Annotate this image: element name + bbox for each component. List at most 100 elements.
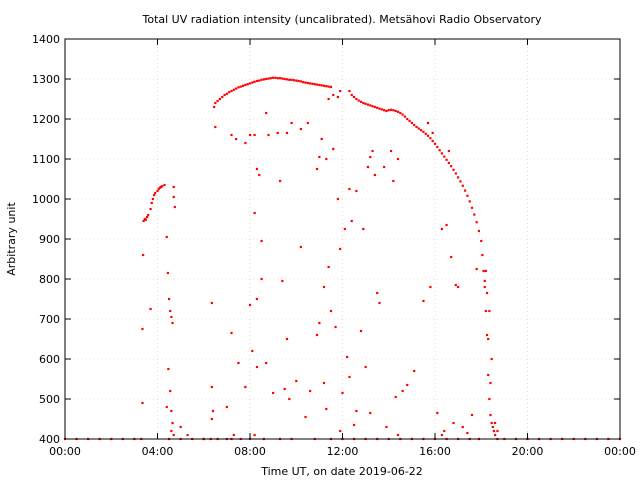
data-point	[413, 123, 416, 127]
y-tick-label: 1000	[32, 193, 60, 206]
data-point	[399, 111, 402, 115]
y-tick-label: 800	[39, 273, 60, 286]
data-point	[488, 309, 491, 313]
data-point	[473, 213, 476, 216]
data-point	[171, 421, 174, 425]
data-point	[225, 405, 228, 409]
data-point	[149, 307, 152, 311]
data-point	[383, 109, 386, 112]
data-point	[225, 92, 228, 95]
data-point	[336, 197, 339, 201]
data-point	[267, 133, 270, 137]
data-point	[477, 229, 481, 233]
data-point	[447, 161, 450, 165]
data-point	[369, 155, 372, 159]
data-point	[281, 279, 284, 283]
data-point	[385, 425, 388, 429]
data-point	[355, 97, 358, 101]
data-point	[339, 89, 342, 93]
data-point	[159, 185, 163, 189]
data-point	[417, 127, 420, 130]
y-tick-label: 700	[39, 313, 60, 326]
data-point	[491, 425, 494, 429]
data-point	[431, 139, 434, 143]
data-point	[470, 413, 474, 417]
data-point	[304, 81, 307, 84]
data-point	[447, 149, 450, 153]
data-point	[241, 84, 245, 87]
data-point	[179, 425, 182, 429]
data-point	[290, 78, 293, 81]
data-point	[403, 115, 407, 118]
data-point	[149, 207, 152, 211]
data-point	[380, 108, 383, 111]
x-tick-label: 00:00	[604, 445, 636, 458]
data-point	[481, 253, 484, 257]
data-point	[325, 157, 328, 161]
data-point	[475, 267, 478, 271]
data-point	[336, 95, 339, 99]
data-point	[426, 121, 430, 125]
data-point	[246, 83, 249, 86]
x-tick-label: 08:00	[234, 445, 266, 458]
data-point	[475, 221, 478, 224]
data-point	[173, 205, 176, 209]
data-point	[320, 137, 323, 141]
data-point	[232, 433, 235, 437]
data-point	[265, 111, 268, 115]
y-tick-label: 500	[39, 393, 60, 406]
data-point	[262, 78, 265, 81]
data-point	[366, 165, 370, 169]
data-point	[466, 194, 469, 197]
data-point	[426, 134, 430, 137]
data-point	[329, 85, 333, 89]
data-point	[186, 433, 189, 437]
data-point	[322, 84, 326, 87]
data-point	[211, 409, 215, 413]
data-point	[295, 79, 298, 82]
data-point	[431, 131, 434, 135]
data-point	[318, 155, 321, 159]
x-axis-title: Time UT, on date 2019-06-22	[260, 465, 423, 478]
data-point	[394, 109, 397, 113]
data-point	[389, 108, 393, 111]
data-point	[480, 239, 483, 243]
data-point	[248, 133, 252, 137]
data-point	[172, 433, 175, 437]
data-point	[327, 85, 330, 88]
data-point	[357, 99, 360, 102]
data-point	[440, 433, 444, 437]
data-point	[299, 127, 302, 131]
data-point	[214, 101, 217, 105]
data-point	[269, 77, 272, 80]
data-point	[470, 206, 474, 209]
data-point	[283, 387, 286, 391]
data-point	[260, 78, 263, 81]
data-point	[244, 141, 247, 145]
data-point	[311, 82, 314, 85]
data-point	[332, 93, 335, 97]
data-point	[253, 80, 256, 83]
data-point	[483, 279, 486, 283]
data-point	[309, 389, 312, 393]
data-point	[290, 121, 293, 125]
data-point	[487, 373, 490, 377]
data-point	[161, 185, 164, 188]
data-point	[369, 411, 372, 415]
data-point	[169, 309, 172, 313]
data-point	[315, 167, 319, 171]
data-point	[334, 325, 337, 329]
data-point	[165, 235, 168, 239]
data-point	[157, 187, 160, 191]
data-point	[343, 227, 346, 231]
data-point	[142, 253, 145, 257]
data-point	[484, 269, 487, 273]
data-point	[230, 89, 233, 93]
data-point	[494, 421, 497, 425]
data-point	[325, 407, 328, 411]
data-point	[459, 180, 462, 183]
data-point	[408, 119, 411, 123]
data-point	[276, 131, 279, 135]
data-point	[406, 117, 409, 121]
data-point	[492, 429, 496, 433]
